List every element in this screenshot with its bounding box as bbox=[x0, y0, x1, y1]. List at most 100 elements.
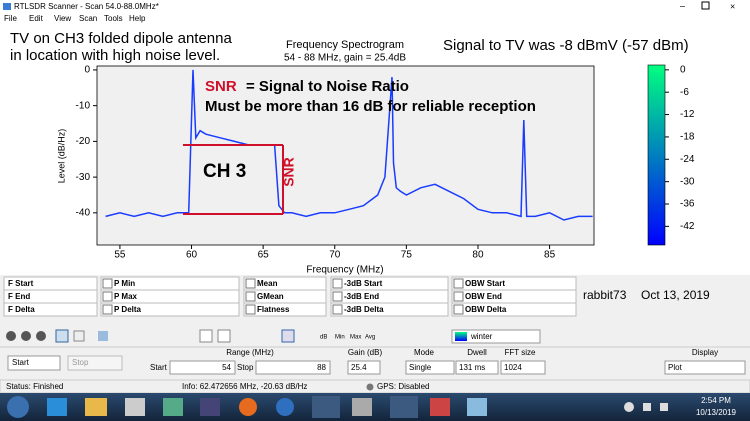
toolbar-labels: dB Min Max Avg bbox=[320, 335, 375, 341]
checkbox[interactable] bbox=[102, 278, 113, 289]
checkbox[interactable] bbox=[245, 278, 256, 289]
colorbar-tick-label: -12 bbox=[680, 109, 695, 120]
toolbar-button[interactable]: Min bbox=[335, 335, 345, 341]
menu-bar: File Edit View Scan Tools Help bbox=[4, 14, 146, 23]
measurement-cell bbox=[451, 302, 577, 317]
menu-item[interactable]: Scan bbox=[79, 14, 97, 23]
taskbar-app[interactable] bbox=[47, 398, 67, 416]
tray-icon[interactable] bbox=[624, 402, 634, 412]
clock-time: 2:54 PM bbox=[701, 396, 731, 405]
checkbox[interactable] bbox=[453, 304, 464, 315]
taskbar-app[interactable] bbox=[430, 398, 450, 416]
author: rabbit73 bbox=[583, 288, 627, 302]
x-axis-label: Frequency (MHz) bbox=[306, 265, 383, 276]
pan-button[interactable] bbox=[55, 329, 69, 343]
chart: 55 60 65 70 75 80 85 0 -10 -20 -30 -40 0 -6 -12 -18 -24 -… bbox=[76, 64, 695, 260]
dwell-select[interactable] bbox=[455, 360, 499, 375]
checkbox[interactable] bbox=[245, 291, 256, 302]
fft-value: 1024 bbox=[504, 363, 522, 372]
title-bar bbox=[0, 0, 750, 13]
fft-select[interactable] bbox=[500, 360, 546, 375]
taskbar-app[interactable] bbox=[163, 398, 183, 416]
toolbar-button[interactable]: Avg bbox=[365, 335, 375, 341]
menu-item[interactable]: Help bbox=[129, 14, 146, 23]
back-button[interactable] bbox=[21, 331, 31, 341]
toolbar-button[interactable]: Max bbox=[350, 335, 361, 341]
colormap-select[interactable] bbox=[451, 329, 541, 344]
colorbar-tick-label: -36 bbox=[680, 199, 695, 210]
tray-icon[interactable] bbox=[643, 403, 651, 411]
stop-input[interactable] bbox=[255, 360, 331, 375]
checkbox[interactable] bbox=[332, 304, 343, 315]
scale-button[interactable] bbox=[217, 329, 231, 343]
checkbox[interactable] bbox=[453, 278, 464, 289]
mode-select[interactable] bbox=[405, 360, 455, 375]
start-menu[interactable] bbox=[7, 396, 29, 418]
snr-label: SNR bbox=[205, 78, 237, 95]
checkbox[interactable] bbox=[102, 304, 113, 315]
checkbox[interactable] bbox=[245, 304, 256, 315]
measurement-cell bbox=[100, 302, 240, 317]
start-label: Start bbox=[150, 363, 168, 372]
display-select[interactable] bbox=[664, 360, 746, 375]
x-tick-label: 65 bbox=[258, 250, 270, 261]
measurement-label: F Delta bbox=[8, 305, 35, 314]
forward-button[interactable] bbox=[36, 331, 46, 341]
maximize-button[interactable] bbox=[701, 1, 710, 10]
save-button[interactable] bbox=[98, 331, 108, 341]
chart-title: Frequency Spectrogram bbox=[286, 39, 404, 51]
peak-button[interactable] bbox=[281, 329, 295, 343]
measurement-cell bbox=[330, 302, 449, 317]
stop-button[interactable] bbox=[67, 355, 123, 371]
x-tick-label: 70 bbox=[329, 250, 341, 261]
menu-item[interactable]: Tools bbox=[104, 14, 123, 23]
mode-label: Mode bbox=[414, 348, 435, 357]
stop-label: Stop bbox=[237, 363, 254, 372]
colorbar-tick-label: -24 bbox=[680, 154, 695, 165]
home-button[interactable] bbox=[6, 331, 16, 341]
chart-subtitle: 54 - 88 MHz, gain = 25.4dB bbox=[284, 53, 406, 64]
zoom-button[interactable] bbox=[73, 330, 85, 342]
taskbar-app-active[interactable] bbox=[312, 396, 340, 418]
taskbar-app[interactable] bbox=[276, 398, 294, 416]
gain-label: Gain (dB) bbox=[348, 348, 383, 357]
gps: GPS: Disabled bbox=[377, 382, 429, 391]
start-button-label: Start bbox=[12, 358, 30, 367]
measurement-cell bbox=[3, 302, 98, 317]
stop-button-label: Stop bbox=[72, 358, 89, 367]
date: Oct 13, 2019 bbox=[641, 288, 710, 302]
start-button[interactable] bbox=[7, 355, 61, 371]
taskbar-app[interactable] bbox=[200, 398, 220, 416]
checkbox[interactable] bbox=[332, 278, 343, 289]
spectrum-line bbox=[105, 69, 593, 221]
taskbar-app[interactable] bbox=[125, 398, 145, 416]
taskbar-app[interactable] bbox=[85, 398, 107, 416]
checkbox[interactable] bbox=[102, 291, 113, 302]
range-label: Range (MHz) bbox=[226, 348, 274, 357]
x-tick-label: 85 bbox=[544, 250, 556, 261]
menu-item[interactable]: Edit bbox=[29, 14, 44, 23]
checkbox[interactable] bbox=[453, 291, 464, 302]
display-label: Display bbox=[692, 348, 718, 357]
menu-item[interactable]: File bbox=[4, 14, 17, 23]
plot-area bbox=[96, 65, 595, 246]
taskbar-app[interactable] bbox=[467, 398, 487, 416]
taskbar-app[interactable] bbox=[352, 398, 372, 416]
start-input[interactable] bbox=[169, 360, 236, 375]
measurement-label: P Min bbox=[114, 279, 135, 288]
measurement-label: OBW Delta bbox=[465, 305, 507, 314]
minimize-button[interactable]: – bbox=[680, 0, 685, 10]
checkbox[interactable] bbox=[332, 291, 343, 302]
gain-value: 25.4 bbox=[351, 363, 367, 372]
taskbar-app[interactable] bbox=[239, 398, 257, 416]
gain-select[interactable] bbox=[347, 360, 381, 375]
taskbar-app-active[interactable] bbox=[390, 396, 418, 418]
scale-button[interactable] bbox=[199, 329, 213, 343]
tray-icon[interactable] bbox=[660, 403, 668, 411]
colorbar-tick-label: -42 bbox=[680, 221, 695, 232]
display-value: Plot bbox=[668, 363, 683, 372]
toolbar-button[interactable]: dB bbox=[320, 335, 327, 341]
menu-item[interactable]: View bbox=[54, 14, 71, 23]
close-button[interactable]: × bbox=[730, 1, 735, 11]
